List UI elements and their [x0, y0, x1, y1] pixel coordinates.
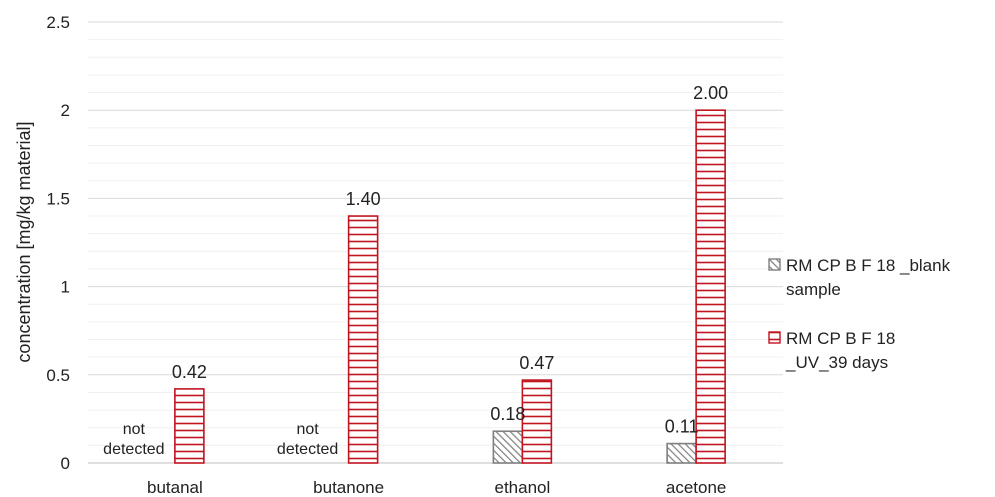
legend-label: RM CP B F 18 _UV_39 days — [785, 329, 895, 372]
legend-swatch — [768, 331, 781, 344]
data-label: 0.18 — [490, 404, 525, 424]
bar-uv-39-days — [347, 215, 379, 464]
not-detected-label: not detected — [277, 421, 338, 458]
category-labels: butanal butanone ethanol acetone — [147, 478, 726, 497]
y-tick-label: 1.5 — [46, 189, 70, 208]
category-label: acetone — [666, 478, 727, 497]
y-tick-label: 0 — [61, 454, 70, 473]
y-tick-label: 2.5 — [46, 13, 70, 32]
bar-uv-39-days — [695, 109, 726, 464]
not-detected-line: detected — [103, 441, 164, 458]
bar-blank-sample — [492, 430, 524, 464]
y-axis-ticks: 0 0.5 1 1.5 2 2.5 — [46, 13, 70, 473]
data-label: 0.11 — [665, 417, 699, 437]
y-tick-label: 2 — [61, 101, 70, 120]
legend-label-line: sample — [786, 280, 841, 299]
data-label: 0.42 — [172, 362, 207, 382]
legend-label-line: RM CP B F 18 _blank — [786, 256, 951, 275]
bars — [174, 109, 726, 464]
category-label: ethanol — [494, 478, 550, 497]
legend-label-line: RM CP B F 18 — [786, 329, 895, 348]
data-label: 1.40 — [346, 189, 381, 209]
data-label: 2.00 — [693, 83, 728, 103]
bar-uv-39-days — [174, 388, 205, 464]
not-detected-line: not — [123, 421, 146, 438]
not-detected-label: not detected — [103, 421, 164, 458]
category-label: butanone — [313, 478, 384, 497]
legend-label-line: _UV_39 days — [785, 353, 888, 372]
gridlines — [88, 21, 783, 446]
y-tick-label: 1 — [61, 278, 70, 297]
data-labels: not detected 0.42 not detected 1.40 0.18 0.47 0.… — [103, 83, 728, 458]
y-axis-title: concentration [mg/kg material] — [14, 121, 34, 362]
category-label: butanal — [147, 478, 203, 497]
bar-uv-39-days — [521, 379, 553, 464]
not-detected-line: not — [297, 421, 320, 438]
data-label: 0.47 — [519, 353, 554, 373]
not-detected-line: detected — [277, 441, 338, 458]
legend-swatch — [768, 258, 781, 271]
bar-blank-sample — [666, 442, 697, 464]
y-tick-label: 0.5 — [46, 366, 70, 385]
